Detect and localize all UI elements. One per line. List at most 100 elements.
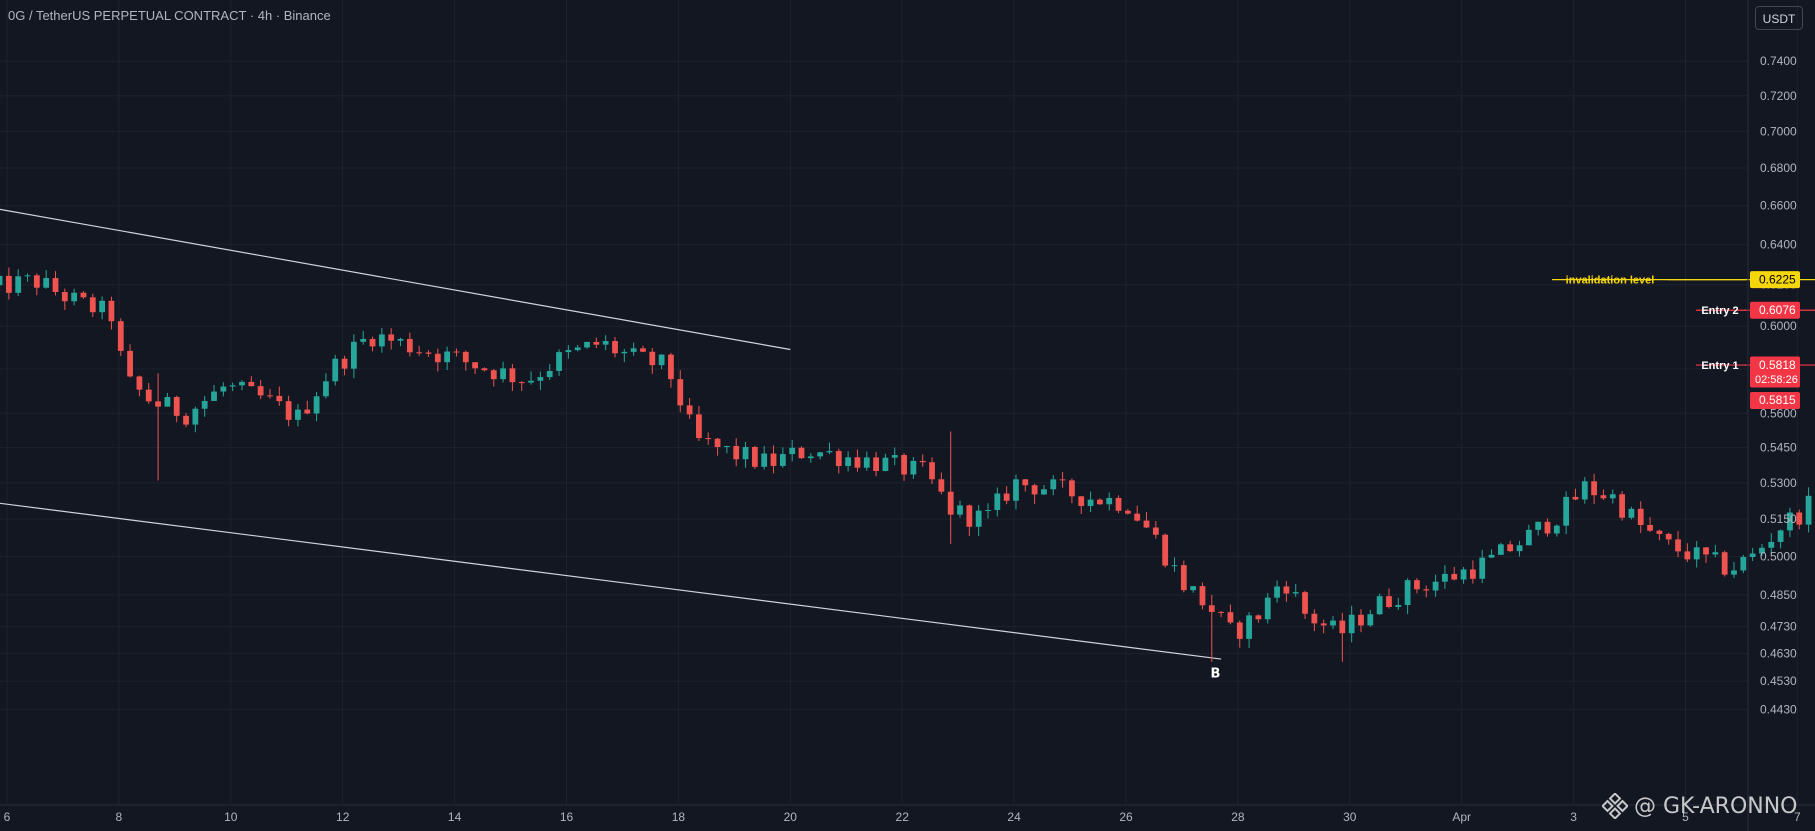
- candle-body: [155, 401, 161, 407]
- candle-body: [220, 386, 227, 392]
- candle-body: [416, 352, 423, 354]
- x-tick-label: Apr: [1452, 810, 1471, 824]
- candle-body: [425, 352, 432, 354]
- candle-body: [1227, 612, 1234, 623]
- candle-body: [677, 379, 684, 406]
- candle-body: [1693, 547, 1700, 560]
- candle-body: [1106, 497, 1113, 505]
- candle-body: [61, 292, 68, 302]
- candle-body: [1525, 529, 1532, 546]
- candle-body: [1171, 565, 1178, 567]
- candle-body: [267, 395, 273, 397]
- candle-body: [966, 505, 973, 527]
- candle-body: [1647, 524, 1653, 531]
- candle-body: [1591, 481, 1598, 496]
- chart-title: 0G / TetherUS PERPETUAL CONTRACT · 4h · …: [8, 8, 331, 23]
- countdown-label: 02:58:26: [1755, 374, 1798, 386]
- candle-body: [798, 447, 805, 459]
- candle-body: [1041, 489, 1047, 495]
- candle-body: [929, 462, 935, 480]
- candle-body: [1022, 479, 1029, 486]
- candle-body: [1180, 565, 1187, 591]
- current-price-label: 0.5818: [1759, 358, 1796, 372]
- candle-body: [1731, 570, 1737, 575]
- y-tick-label: 0.6400: [1760, 238, 1797, 252]
- candle-body: [1292, 592, 1299, 594]
- candle-body: [117, 321, 124, 351]
- candle-body: [1628, 508, 1635, 518]
- candle-body: [71, 292, 78, 302]
- candle-body: [1031, 485, 1038, 495]
- y-tick-label: 0.4530: [1760, 674, 1797, 688]
- candle-body: [1432, 581, 1439, 591]
- candle-body: [1208, 605, 1215, 612]
- candle-body: [826, 451, 833, 453]
- candle-body: [891, 455, 898, 458]
- candle-body: [863, 457, 870, 468]
- candle-body: [388, 334, 395, 341]
- candle-body: [1358, 614, 1364, 626]
- entry2-price-label: 0.6076: [1759, 303, 1796, 317]
- candle-body: [1003, 493, 1010, 501]
- candle-body: [1190, 586, 1197, 591]
- candle-body: [593, 341, 600, 345]
- candle-body: [556, 352, 562, 371]
- candle-body: [1460, 569, 1467, 580]
- currency-badge[interactable]: USDT: [1755, 6, 1803, 30]
- drawings-under: [0, 208, 1222, 660]
- candle-body: [341, 358, 348, 369]
- candle-body: [854, 457, 861, 468]
- x-tick-label: 20: [784, 810, 798, 824]
- candle-body: [33, 275, 40, 288]
- candle-body: [462, 351, 469, 363]
- y-tick-label: 0.4630: [1760, 647, 1797, 661]
- candle-body: [1637, 508, 1644, 525]
- candle-body: [574, 347, 581, 351]
- candle-body: [99, 300, 106, 313]
- candle-body: [975, 510, 982, 527]
- candle-body: [304, 409, 311, 414]
- candle-body: [332, 358, 339, 382]
- y-tick-label: 0.7000: [1760, 124, 1797, 138]
- candles: [0, 267, 1812, 662]
- invalidation-price-tag: [1750, 271, 1800, 289]
- candle-body: [378, 334, 385, 347]
- candle-body: [901, 455, 907, 475]
- candle-body: [528, 380, 534, 383]
- x-tick-label: 6: [4, 810, 11, 824]
- candle-body: [1740, 557, 1747, 571]
- candle-body: [397, 338, 404, 341]
- candle-body: [211, 391, 217, 401]
- candle-body: [500, 368, 506, 380]
- candle-body: [910, 460, 917, 475]
- candle-body: [1469, 569, 1476, 579]
- candle-body: [1218, 611, 1225, 613]
- candle-body: [490, 370, 497, 380]
- candle-body: [1581, 481, 1588, 500]
- candle-body: [761, 453, 768, 467]
- entry2-price-tag: [1750, 301, 1800, 319]
- grid: [0, 0, 1798, 805]
- entry-label: Entry 2: [1701, 305, 1738, 317]
- candle-body: [640, 348, 646, 352]
- candle-body: [323, 381, 329, 397]
- binance-logo-icon: [1602, 793, 1628, 819]
- candle-body: [1246, 615, 1252, 639]
- candle-body: [705, 438, 712, 440]
- y-tick-label: 0.5150: [1760, 512, 1797, 526]
- y-tick-label: 0.6000: [1760, 319, 1797, 333]
- candle-body: [789, 447, 796, 455]
- candle-body: [985, 510, 991, 512]
- candle-body: [1675, 539, 1681, 552]
- candle-body: [518, 382, 525, 384]
- candle-body: [52, 278, 59, 293]
- candle-body: [919, 460, 926, 463]
- candle-body: [1759, 547, 1765, 554]
- candle-body: [723, 446, 730, 448]
- candle-body: [742, 447, 749, 460]
- last-price-label: 0.5815: [1759, 393, 1796, 407]
- invalidation-label: invalidation level: [1566, 275, 1655, 287]
